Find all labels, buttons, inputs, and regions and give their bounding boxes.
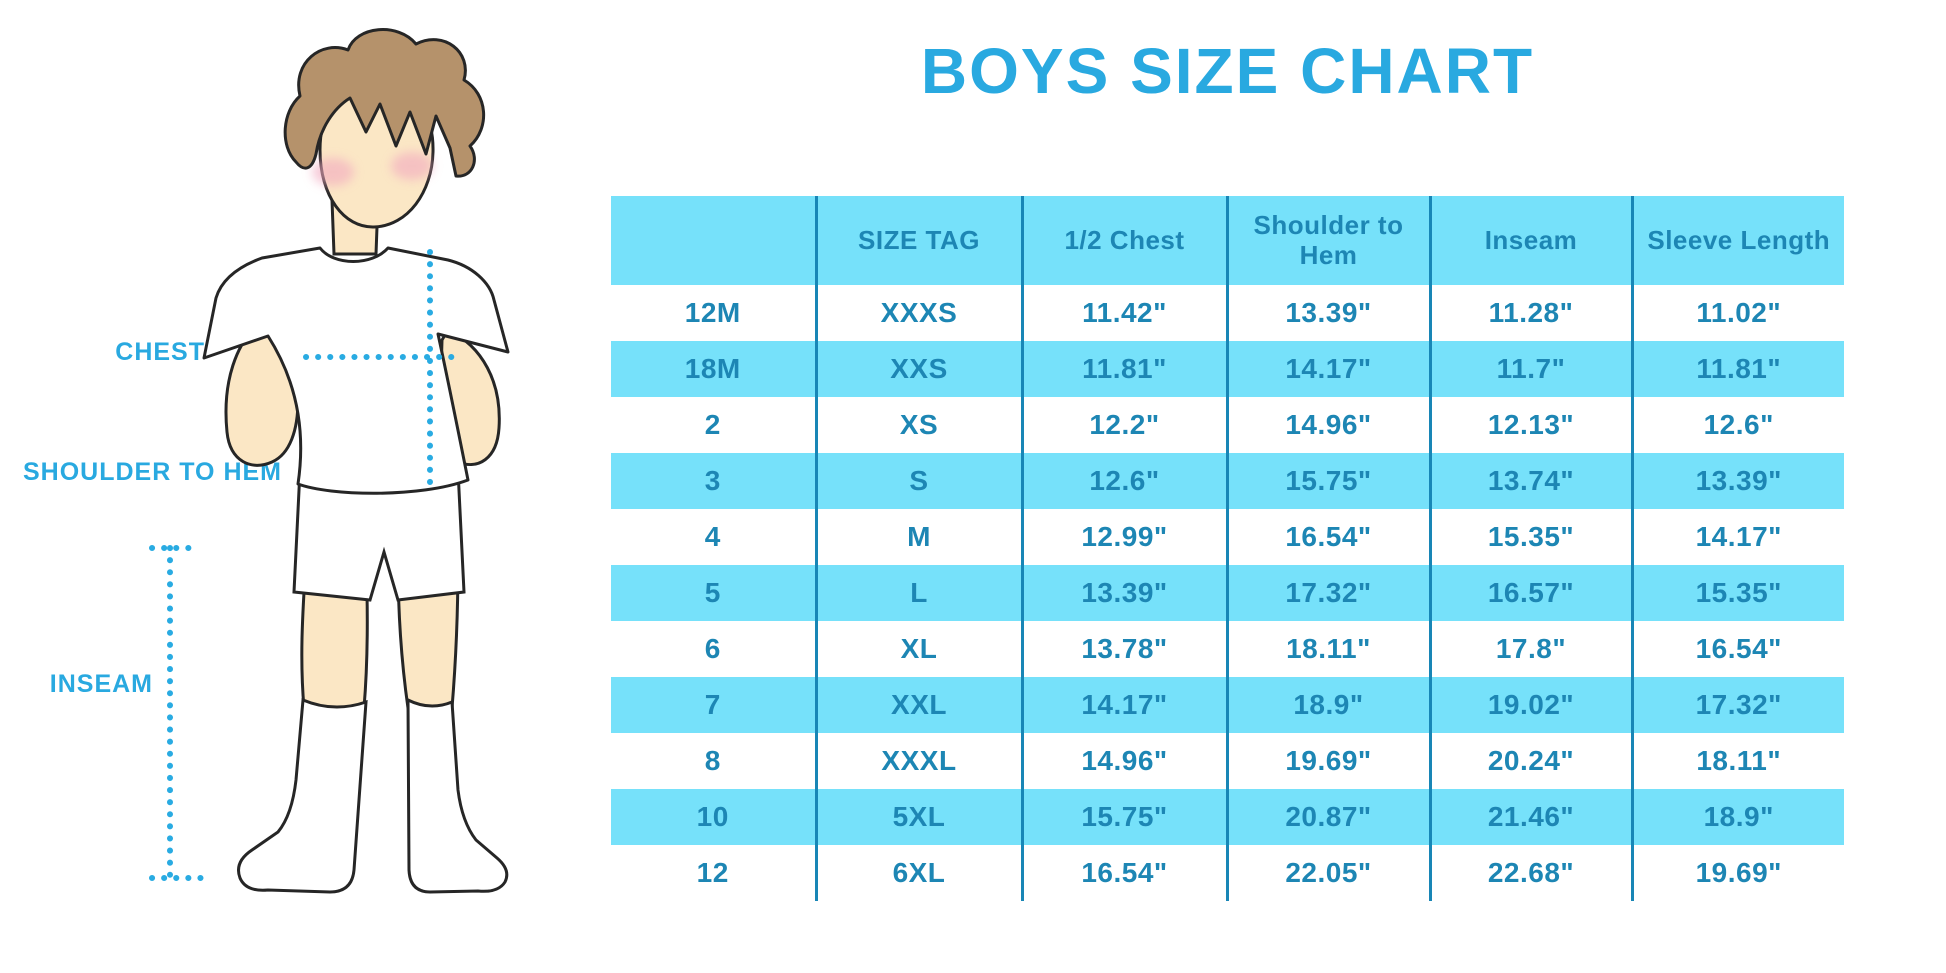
column-header: Shoulder to Hem (1227, 196, 1432, 285)
measurement-cell: 19.69" (1227, 733, 1432, 789)
boy-illustration (149, 28, 510, 894)
measurement-cell: M (816, 509, 1024, 565)
right-sock (406, 697, 509, 894)
table-row: 18M XXS 11.81" 14.17" 11.7" 11.81" (611, 341, 1844, 397)
measurement-cell: 14.17" (1695, 521, 1782, 552)
row-size-label: 12M (611, 285, 818, 341)
measurement-cell: 13.39" (1022, 565, 1229, 621)
measurement-cell: 12.99" (1022, 509, 1229, 565)
right-blush (391, 152, 433, 180)
measurement-cell: 14.96" (1227, 397, 1432, 453)
measurement-cell: 17.32" (1632, 677, 1844, 733)
measurement-cell: 16.57" (1430, 565, 1634, 621)
left-sock (237, 697, 368, 894)
measurement-cell: 16.54" (1695, 633, 1782, 664)
size-table: SIZE TAG 1/2 Chest Shoulder to Hem Inseam Sl… (611, 196, 1844, 901)
measurement-cell: 6XL (816, 845, 1024, 901)
measurement-cell: 21.46" (1430, 789, 1634, 845)
row-size-label: 12 (611, 845, 818, 901)
row-size-label: 7 (611, 677, 818, 733)
measurement-cell: 18.9" (1632, 789, 1844, 845)
measurement-cell: 11.81" (1632, 341, 1844, 397)
column-header: SIZE TAG (816, 196, 1024, 285)
measurement-cell: 12.13" (1430, 397, 1634, 453)
table-row: 12M XXXS 11.42" 13.39" 11.28" 11.02" (611, 285, 1844, 341)
measurement-cell: XS (816, 397, 1024, 453)
measurement-cell: 17.8" (1430, 621, 1634, 677)
page-title: BOYS SIZE CHART (920, 35, 1535, 107)
table-row: 6 XL 13.78" 18.11" 17.8" 16.54" (611, 621, 1844, 677)
measurement-cell: XL (816, 621, 1024, 677)
inseam-label: INSEAM (49, 670, 153, 698)
table-row: 7 XXL 14.17" 18.9" 19.02" 17.32" (611, 677, 1844, 733)
table-header-row: SIZE TAG 1/2 Chest Shoulder to Hem Inseam Sl… (611, 196, 1844, 285)
measurement-cell: L (816, 565, 1024, 621)
measurement-cell: XXXL (816, 733, 1024, 789)
measurement-cell: 5XL (816, 789, 1024, 845)
row-size-label: 10 (611, 789, 818, 845)
measurement-cell: 17.32" (1227, 565, 1432, 621)
row-size-label: 2 (611, 397, 818, 453)
measurement-cell: 19.69" (1695, 857, 1782, 888)
row-size-label: 3 (611, 453, 818, 509)
measurement-cell: 13.39" (1632, 453, 1844, 509)
row-size-label: 18M (611, 341, 818, 397)
measurement-cell: 15.75" (1022, 789, 1229, 845)
measurement-cell: 16.54" (1022, 845, 1229, 901)
measurement-cell: 12.6" (1703, 409, 1774, 440)
measurement-cell: 13.78" (1022, 621, 1229, 677)
measurement-cell: XXL (816, 677, 1024, 733)
chest-label: CHEST (115, 338, 205, 366)
column-header: 1/2 Chest (1022, 196, 1229, 285)
table-row: 3 S 12.6" 15.75" 13.74" 13.39" (611, 453, 1844, 509)
measurement-cell: 18.9" (1227, 677, 1432, 733)
left-blush (312, 158, 354, 186)
table-row: 10 5XL 15.75" 20.87" 21.46" 18.9" (611, 789, 1844, 845)
table-row: 5 L 13.39" 17.32" 16.57" 15.35" (611, 565, 1844, 621)
measurement-cell: 15.75" (1227, 453, 1432, 509)
measurement-cell: 11.42" (1022, 285, 1229, 341)
measurement-cell: 22.68" (1430, 845, 1634, 901)
row-size-label: 6 (611, 621, 818, 677)
measurement-cell: 11.28" (1430, 285, 1634, 341)
row-size-label: 4 (611, 509, 818, 565)
table-row: 12 6XL 16.54" 22.05" 22.68" 19.69" (611, 845, 1844, 901)
measurement-cell: 22.05" (1227, 845, 1432, 901)
measurement-cell: 15.35" (1430, 509, 1634, 565)
table-row: 8 XXXL 14.96" 19.69" 20.24" 18.11" (611, 733, 1844, 789)
measurement-cell: 19.02" (1430, 677, 1634, 733)
measurement-cell: 12.2" (1022, 397, 1229, 453)
measurement-cell: 13.74" (1430, 453, 1634, 509)
measurement-cell: XXS (816, 341, 1024, 397)
measurement-cell: XXXS (816, 285, 1024, 341)
measurement-cell: 13.39" (1227, 285, 1432, 341)
measurement-cell: 11.81" (1022, 341, 1229, 397)
measurement-cell: 14.96" (1022, 733, 1229, 789)
row-size-label: 8 (611, 733, 818, 789)
row-size-label: 5 (611, 565, 818, 621)
measurement-cell: 11.7" (1430, 341, 1634, 397)
measurement-cell: 15.35" (1632, 565, 1844, 621)
measurement-cell: 18.11" (1227, 621, 1432, 677)
column-header: Inseam (1430, 196, 1634, 285)
table-body: 12M XXXS 11.42" 13.39" 11.28" 11.02" 18M XXS 11.… (611, 285, 1844, 901)
table-row: 4 M 12.99" 16.54" 15.35" 14.17" (611, 509, 1844, 565)
hair (283, 28, 485, 178)
column-header: Sleeve Length (1632, 196, 1844, 285)
measurement-cell: 20.87" (1227, 789, 1432, 845)
measurement-cell: 14.17" (1227, 341, 1432, 397)
measurement-cell: 18.11" (1696, 745, 1782, 776)
measurement-cell: 16.54" (1227, 509, 1432, 565)
column-header-empty (611, 196, 818, 285)
measurement-cell: S (816, 453, 1024, 509)
measurement-cell: 14.17" (1022, 677, 1229, 733)
shoulder-to-hem-label: SHOULDER TO HEM (23, 458, 282, 486)
table-row: 2 XS 12.2" 14.96" 12.13" 12.6" (611, 397, 1844, 453)
measurement-cell: 20.24" (1430, 733, 1634, 789)
measurement-cell: 12.6" (1022, 453, 1229, 509)
measurement-cell: 11.02" (1696, 297, 1782, 328)
